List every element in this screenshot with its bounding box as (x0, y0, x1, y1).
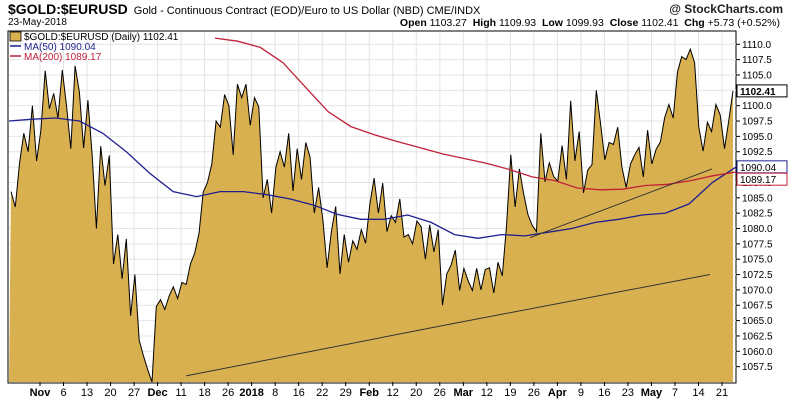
y-tick-label: 1080.0 (742, 224, 773, 235)
x-tick-label: 14 (692, 387, 704, 399)
x-tick-label: 26 (434, 387, 446, 399)
y-tick-label: 1085.0 (742, 193, 773, 204)
x-tick-label: 8 (272, 387, 278, 399)
y-tick-label: 1082.5 (742, 209, 773, 220)
x-tick-label: 11 (175, 387, 186, 399)
ticker-symbol: $GOLD:$EURUSD (8, 1, 128, 17)
x-tick-label: 16 (293, 387, 305, 399)
open-value: 1103.27 (429, 17, 467, 29)
x-tick-label: 6 (60, 387, 66, 399)
x-tick-label: 19 (504, 387, 516, 399)
last-price-tag: 1102.41 (740, 87, 776, 98)
x-tick-label: 26 (222, 387, 234, 399)
close-label: Close (609, 17, 639, 29)
quote-date: 23-May-2018 (8, 17, 67, 28)
low-label: Low (541, 17, 563, 29)
ma50-tag: 1090.04 (740, 163, 777, 174)
price-line (10, 47, 734, 383)
x-tick-label: 22 (316, 387, 328, 399)
y-tick-label: 1065.0 (742, 316, 773, 327)
x-tick-label: 27 (128, 387, 140, 399)
y-tick-label: 1107.5 (742, 55, 772, 66)
ma200-tag: 1089.17 (740, 175, 777, 186)
legend-ma200: MA(200) 1089.17 (24, 52, 102, 63)
y-tick-label: 1095.0 (742, 132, 773, 143)
x-tick-label: Apr (548, 387, 568, 399)
y-tick-label: 1057.5 (742, 362, 773, 373)
x-tick-label: 12 (481, 387, 493, 399)
x-tick-label: Nov (30, 387, 52, 399)
x-tick-label: 21 (716, 387, 728, 399)
legend-main: $GOLD:$EURUSD (Daily) 1102.41 (24, 32, 179, 43)
y-tick-label: 1110.0 (742, 40, 772, 51)
x-tick-label: 12 (387, 387, 399, 399)
ohlc-readout: Open 1103.27 High 1109.93 Low 1099.93 Cl… (400, 17, 780, 29)
x-tick-label: 13 (81, 387, 93, 399)
chg-value: +5.73 (+0.52%) (707, 17, 780, 29)
y-tick-label: 1060.0 (742, 347, 773, 358)
x-tick-label: Feb (359, 387, 379, 399)
x-tick-label: Dec (147, 387, 167, 399)
y-tick-label: 1077.5 (742, 239, 773, 250)
chg-label: Chg (684, 17, 705, 29)
ma200-line (214, 37, 737, 191)
x-axis: Nov 6 13 20 27 Dec 11 18 26 2018 8 16 22 29 Feb 12 20 26 M… (30, 382, 728, 399)
x-tick-label: 26 (528, 387, 540, 399)
x-tick-label: May (641, 387, 663, 399)
ma50-line (8, 117, 737, 239)
price-area (9, 47, 734, 383)
x-tick-label: 18 (198, 387, 210, 399)
y-tick-label: 1075.0 (742, 255, 773, 266)
y-tick-label: 1072.5 (742, 270, 773, 281)
price-area-fill (9, 49, 733, 382)
quote-row: 23-May-2018 Open 1103.27 High 1109.93 Lo… (8, 17, 788, 30)
x-tick-label: Mar (454, 387, 474, 399)
x-tick-label: 29 (340, 387, 352, 399)
y-tick-label: 1100.0 (742, 101, 772, 112)
x-tick-label: 2018 (239, 387, 263, 399)
x-tick-label: 7 (672, 387, 678, 399)
high-label: High (472, 17, 497, 29)
y-tick-label: 1105.0 (742, 70, 772, 81)
trendline (185, 325, 444, 377)
legend-ma50: MA(50) 1090.04 (24, 42, 96, 53)
y-tick-label: 1092.5 (742, 147, 773, 158)
trendline (442, 274, 711, 326)
low-value: 1099.93 (565, 17, 604, 29)
legend: $GOLD:$EURUSD (Daily) 1102.41 MA(50) 109… (9, 31, 179, 63)
trendlines (185, 168, 713, 377)
brand-watermark: @ StockCharts.com (669, 2, 783, 16)
y-tick-label: 1062.5 (742, 331, 773, 342)
high-value: 1109.93 (498, 17, 537, 29)
x-tick-label: 16 (598, 387, 610, 399)
trendline (529, 168, 713, 239)
y-tick-label: 1067.5 (742, 301, 773, 312)
y-tick-label: 1097.5 (742, 117, 773, 128)
open-label: Open (399, 17, 427, 29)
last-price-tag-box (736, 84, 788, 98)
y-tick-label: 1070.0 (742, 285, 773, 296)
chart-subtitle: Gold - Continuous Contract (EOD)/Euro to… (133, 5, 481, 17)
legend-swatch-main (9, 31, 22, 42)
x-tick-label: 9 (578, 387, 584, 399)
chart-header: $GOLD:$EURUSD Gold - Continuous Contract … (8, 1, 788, 18)
close-value: 1102.41 (641, 17, 679, 29)
x-tick-label: 20 (410, 387, 422, 399)
ma200-tag-box (736, 172, 788, 186)
x-tick-label: 20 (104, 387, 116, 399)
x-tick-label: 23 (622, 387, 634, 399)
moving-averages (8, 37, 737, 239)
